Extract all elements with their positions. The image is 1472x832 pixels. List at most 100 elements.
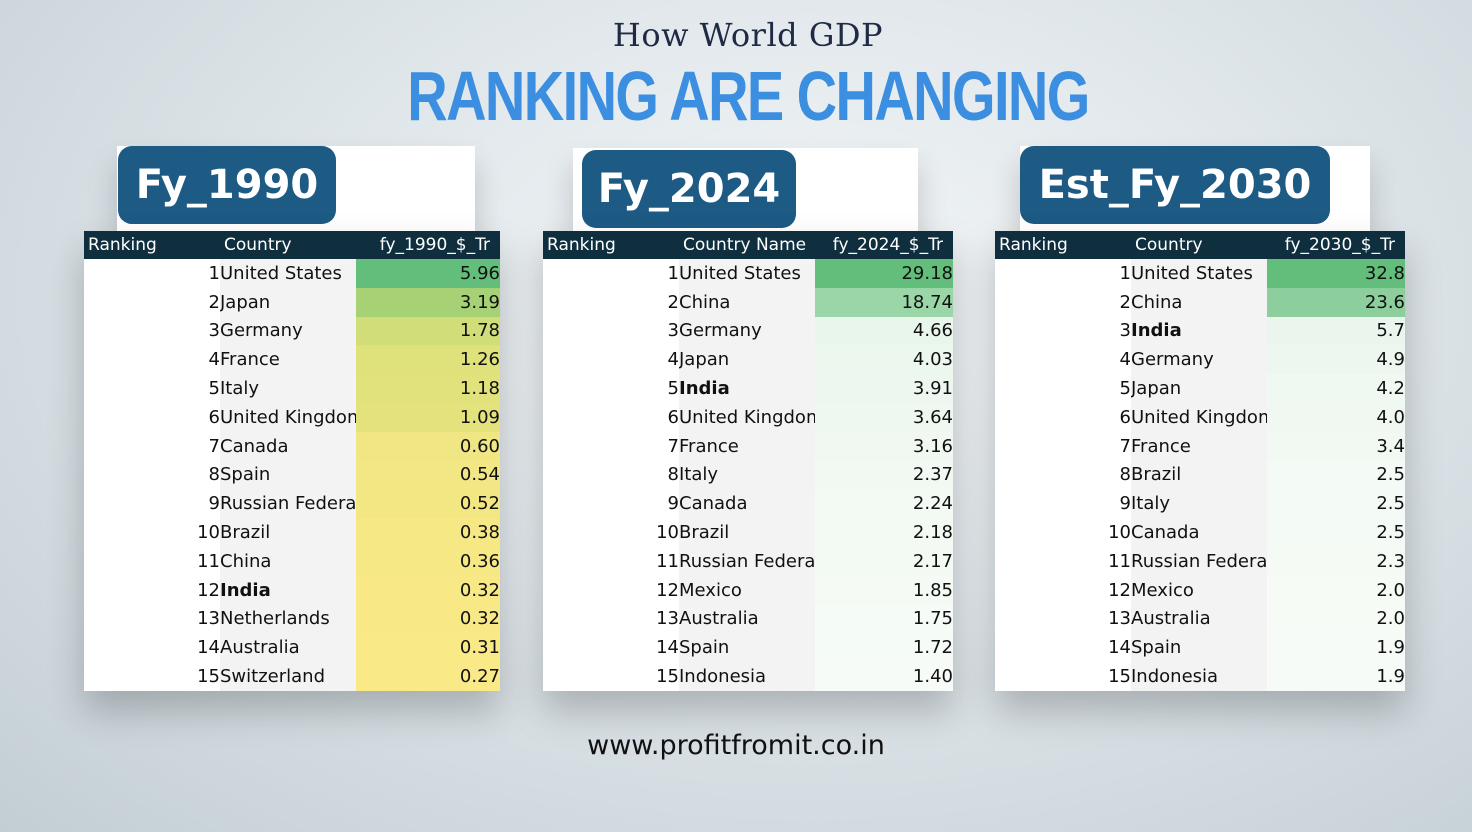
gdp-value-cell: 1.09 — [356, 402, 500, 432]
gdp-value-cell: 1.9 — [1267, 633, 1405, 663]
rank-cell: 13 — [543, 604, 679, 634]
rank-cell: 6 — [543, 402, 679, 432]
table-row: 13 Netherlands 0.32 — [84, 604, 500, 634]
gdp-value-cell: 0.52 — [356, 489, 500, 519]
rank-cell: 5 — [84, 374, 220, 403]
country-cell: Japan — [679, 345, 815, 375]
table-row: 5 Japan 4.2 — [995, 374, 1405, 403]
gdp-value-cell: 4.2 — [1267, 374, 1405, 403]
gdp-value-cell: 2.0 — [1267, 604, 1405, 634]
gdp-value-cell: 4.03 — [815, 345, 953, 375]
country-cell: Switzerland — [220, 662, 356, 691]
gdp-value-cell: 23.6 — [1267, 287, 1405, 317]
gdp-value-cell: 1.40 — [815, 662, 953, 691]
gdp-table-2030: Ranking Country fy_2030_$_Tr 1 United Sta… — [995, 231, 1405, 691]
country-cell: Spain — [1131, 633, 1267, 663]
rank-cell: 8 — [543, 460, 679, 490]
column-header-value: fy_2024_$_Tr — [815, 231, 953, 259]
country-cell: Germany — [1131, 345, 1267, 375]
table-row: 1 United States 5.96 — [84, 259, 500, 288]
country-cell: United Kingdom — [679, 402, 815, 432]
country-cell: Netherlands — [220, 604, 356, 634]
table-row: 3 Germany 1.78 — [84, 316, 500, 346]
country-cell: Russian Federation — [679, 546, 815, 576]
country-cell: Brazil — [679, 518, 815, 547]
rank-cell: 15 — [84, 662, 220, 691]
gdp-value-cell: 2.5 — [1267, 518, 1405, 547]
table-row: 13 Australia 1.75 — [543, 604, 953, 634]
country-cell: Japan — [1131, 374, 1267, 403]
table-row: 2 Japan 3.19 — [84, 287, 500, 317]
rank-cell: 5 — [543, 374, 679, 403]
gdp-value-cell: 2.17 — [815, 546, 953, 576]
country-cell: Australia — [679, 604, 815, 634]
country-cell: United Kingdom — [1131, 402, 1267, 432]
gdp-value-cell: 1.18 — [356, 374, 500, 403]
table-row: 3 India 5.7 — [995, 316, 1405, 346]
country-cell: United Kingdom — [220, 402, 356, 432]
country-cell: Spain — [220, 460, 356, 490]
gdp-value-cell: 0.32 — [356, 604, 500, 634]
gdp-value-cell: 0.31 — [356, 633, 500, 663]
country-cell: Italy — [1131, 489, 1267, 519]
page-subtitle: How World GDP — [612, 16, 884, 54]
rank-cell: 4 — [543, 345, 679, 375]
gdp-value-cell: 1.75 — [815, 604, 953, 634]
country-cell: China — [1131, 287, 1267, 317]
country-cell: Italy — [679, 460, 815, 490]
footer-url[interactable]: www.profitfromit.co.in — [587, 730, 885, 761]
table-row: 6 United Kingdom 4.0 — [995, 402, 1405, 432]
gdp-value-cell: 1.26 — [356, 345, 500, 375]
table-row: 2 China 18.74 — [543, 287, 953, 317]
rank-cell: 10 — [543, 518, 679, 547]
table-row: 12 Mexico 1.85 — [543, 575, 953, 605]
table-row: 2 China 23.6 — [995, 287, 1405, 317]
rank-cell: 2 — [84, 287, 220, 317]
rank-cell: 6 — [84, 402, 220, 432]
country-cell: United States — [1131, 259, 1267, 288]
panel-label-1990: Fy_1990 — [118, 146, 336, 224]
rank-cell: 12 — [995, 575, 1131, 605]
rank-cell: 1 — [995, 259, 1131, 288]
country-cell: United States — [220, 259, 356, 288]
column-header-country: Country — [220, 231, 356, 259]
country-cell: China — [220, 546, 356, 576]
table-row: 7 Canada 0.60 — [84, 431, 500, 461]
column-header-country: Country — [1131, 231, 1267, 259]
country-cell: Canada — [220, 431, 356, 461]
rank-cell: 2 — [543, 287, 679, 317]
gdp-value-cell: 1.78 — [356, 316, 500, 346]
gdp-value-cell: 4.66 — [815, 316, 953, 346]
country-cell: Indonesia — [679, 662, 815, 691]
rank-cell: 11 — [84, 546, 220, 576]
rank-cell: 11 — [995, 546, 1131, 576]
country-cell: Russian Federation — [220, 489, 356, 519]
country-cell: Japan — [220, 287, 356, 317]
gdp-value-cell: 0.60 — [356, 431, 500, 461]
rank-cell: 1 — [543, 259, 679, 288]
country-cell: Canada — [679, 489, 815, 519]
rank-cell: 4 — [995, 345, 1131, 375]
table-row: 8 Spain 0.54 — [84, 460, 500, 490]
table-row: 9 Canada 2.24 — [543, 489, 953, 519]
gdp-value-cell: 2.3 — [1267, 546, 1405, 576]
table-row: 10 Canada 2.5 — [995, 518, 1405, 547]
rank-cell: 1 — [84, 259, 220, 288]
table-row: 11 China 0.36 — [84, 546, 500, 576]
rank-cell: 14 — [995, 633, 1131, 663]
gdp-value-cell: 3.64 — [815, 402, 953, 432]
table-row: 1 United States 29.18 — [543, 259, 953, 288]
country-cell: China — [679, 287, 815, 317]
table-row: 4 Germany 4.9 — [995, 345, 1405, 375]
table-row: 12 India 0.32 — [84, 575, 500, 605]
gdp-value-cell: 32.8 — [1267, 259, 1405, 288]
rank-cell: 10 — [84, 518, 220, 547]
gdp-value-cell: 1.85 — [815, 575, 953, 605]
gdp-value-cell: 1.72 — [815, 633, 953, 663]
gdp-value-cell: 3.19 — [356, 287, 500, 317]
gdp-value-cell: 0.54 — [356, 460, 500, 490]
country-cell: Italy — [220, 374, 356, 403]
table-row: 8 Brazil 2.5 — [995, 460, 1405, 490]
